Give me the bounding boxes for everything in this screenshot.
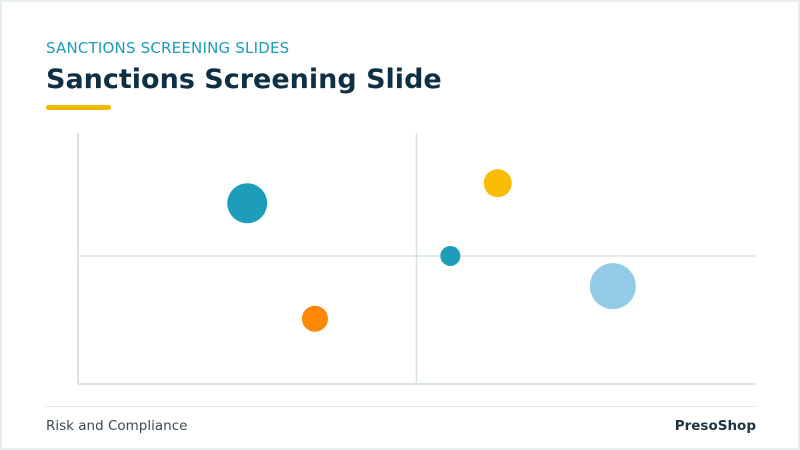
footer-divider bbox=[46, 406, 756, 407]
slide-eyebrow: SANCTIONS SCREENING SLIDES bbox=[46, 39, 290, 57]
bubble-point-4 bbox=[589, 263, 636, 310]
bubble-point-1 bbox=[227, 183, 268, 224]
bubble-point-2 bbox=[483, 169, 512, 198]
bubble-point-5 bbox=[301, 305, 328, 332]
footer-category: Risk and Compliance bbox=[46, 418, 188, 434]
slide-title: Sanctions Screening Slide bbox=[46, 64, 442, 95]
title-accent-bar bbox=[46, 105, 111, 110]
bubble-point-3 bbox=[440, 245, 461, 266]
footer-brand: PresoShop bbox=[674, 418, 756, 434]
chart-axes bbox=[77, 133, 755, 385]
chart-points bbox=[227, 169, 636, 332]
